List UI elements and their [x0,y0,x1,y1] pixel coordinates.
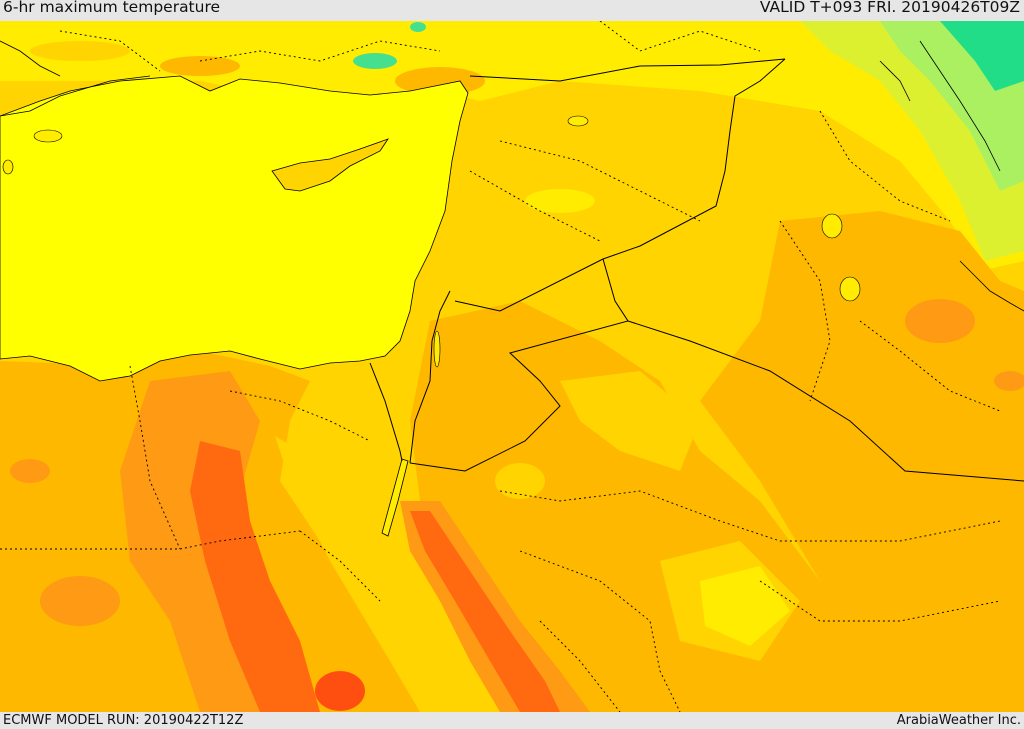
map-footer: ECMWF MODEL RUN: 20190422T12Z ArabiaWeat… [0,712,1024,729]
iraq-hot [905,299,975,343]
aegean-island-2 [2,159,14,175]
green-spot-2 [410,22,426,32]
valid-time-label: VALID T+093 FRI. 20190426T09Z [759,0,1020,16]
credit-label: ArabiaWeather Inc. [896,713,1021,728]
hejaz-hotter [410,511,560,712]
iraq-lake [821,213,843,239]
map-header: 6-hr maximum temperature VALID T+093 FRI… [0,0,1024,21]
saudi-yellow-pocket [525,189,595,213]
assad-lake [567,115,589,127]
green-spot [353,53,397,69]
gulf-of-aqaba [381,458,409,537]
anatolia-patch-3 [30,41,130,61]
coastlines [0,40,1024,312]
egypt-hot-patch-2 [10,459,50,483]
egypt-hot-patch [40,576,120,626]
dead-sea [433,330,441,368]
iraq-hot-2 [994,371,1024,391]
mediterranean-sea [0,75,469,382]
red-sea [275,436,470,712]
cyprus [271,138,390,192]
aegean-island [33,129,63,143]
internal-boundaries [0,21,1001,712]
anatolia-patch-2 [160,56,240,76]
saudi-yellow-pocket-2 [495,463,545,499]
egypt-hot-patch-3 [315,671,365,711]
saudi-gold-pockets [560,371,700,471]
temperature-map [0,21,1024,712]
international-borders [369,58,1024,482]
saudi-yellow-pockets [700,566,790,646]
iraq-lake-2 [839,276,861,302]
map-title: 6-hr maximum temperature [3,0,221,16]
peak-green [940,21,1024,91]
egypt-hotter [190,441,320,712]
model-run-label: ECMWF MODEL RUN: 20190422T12Z [3,713,244,728]
